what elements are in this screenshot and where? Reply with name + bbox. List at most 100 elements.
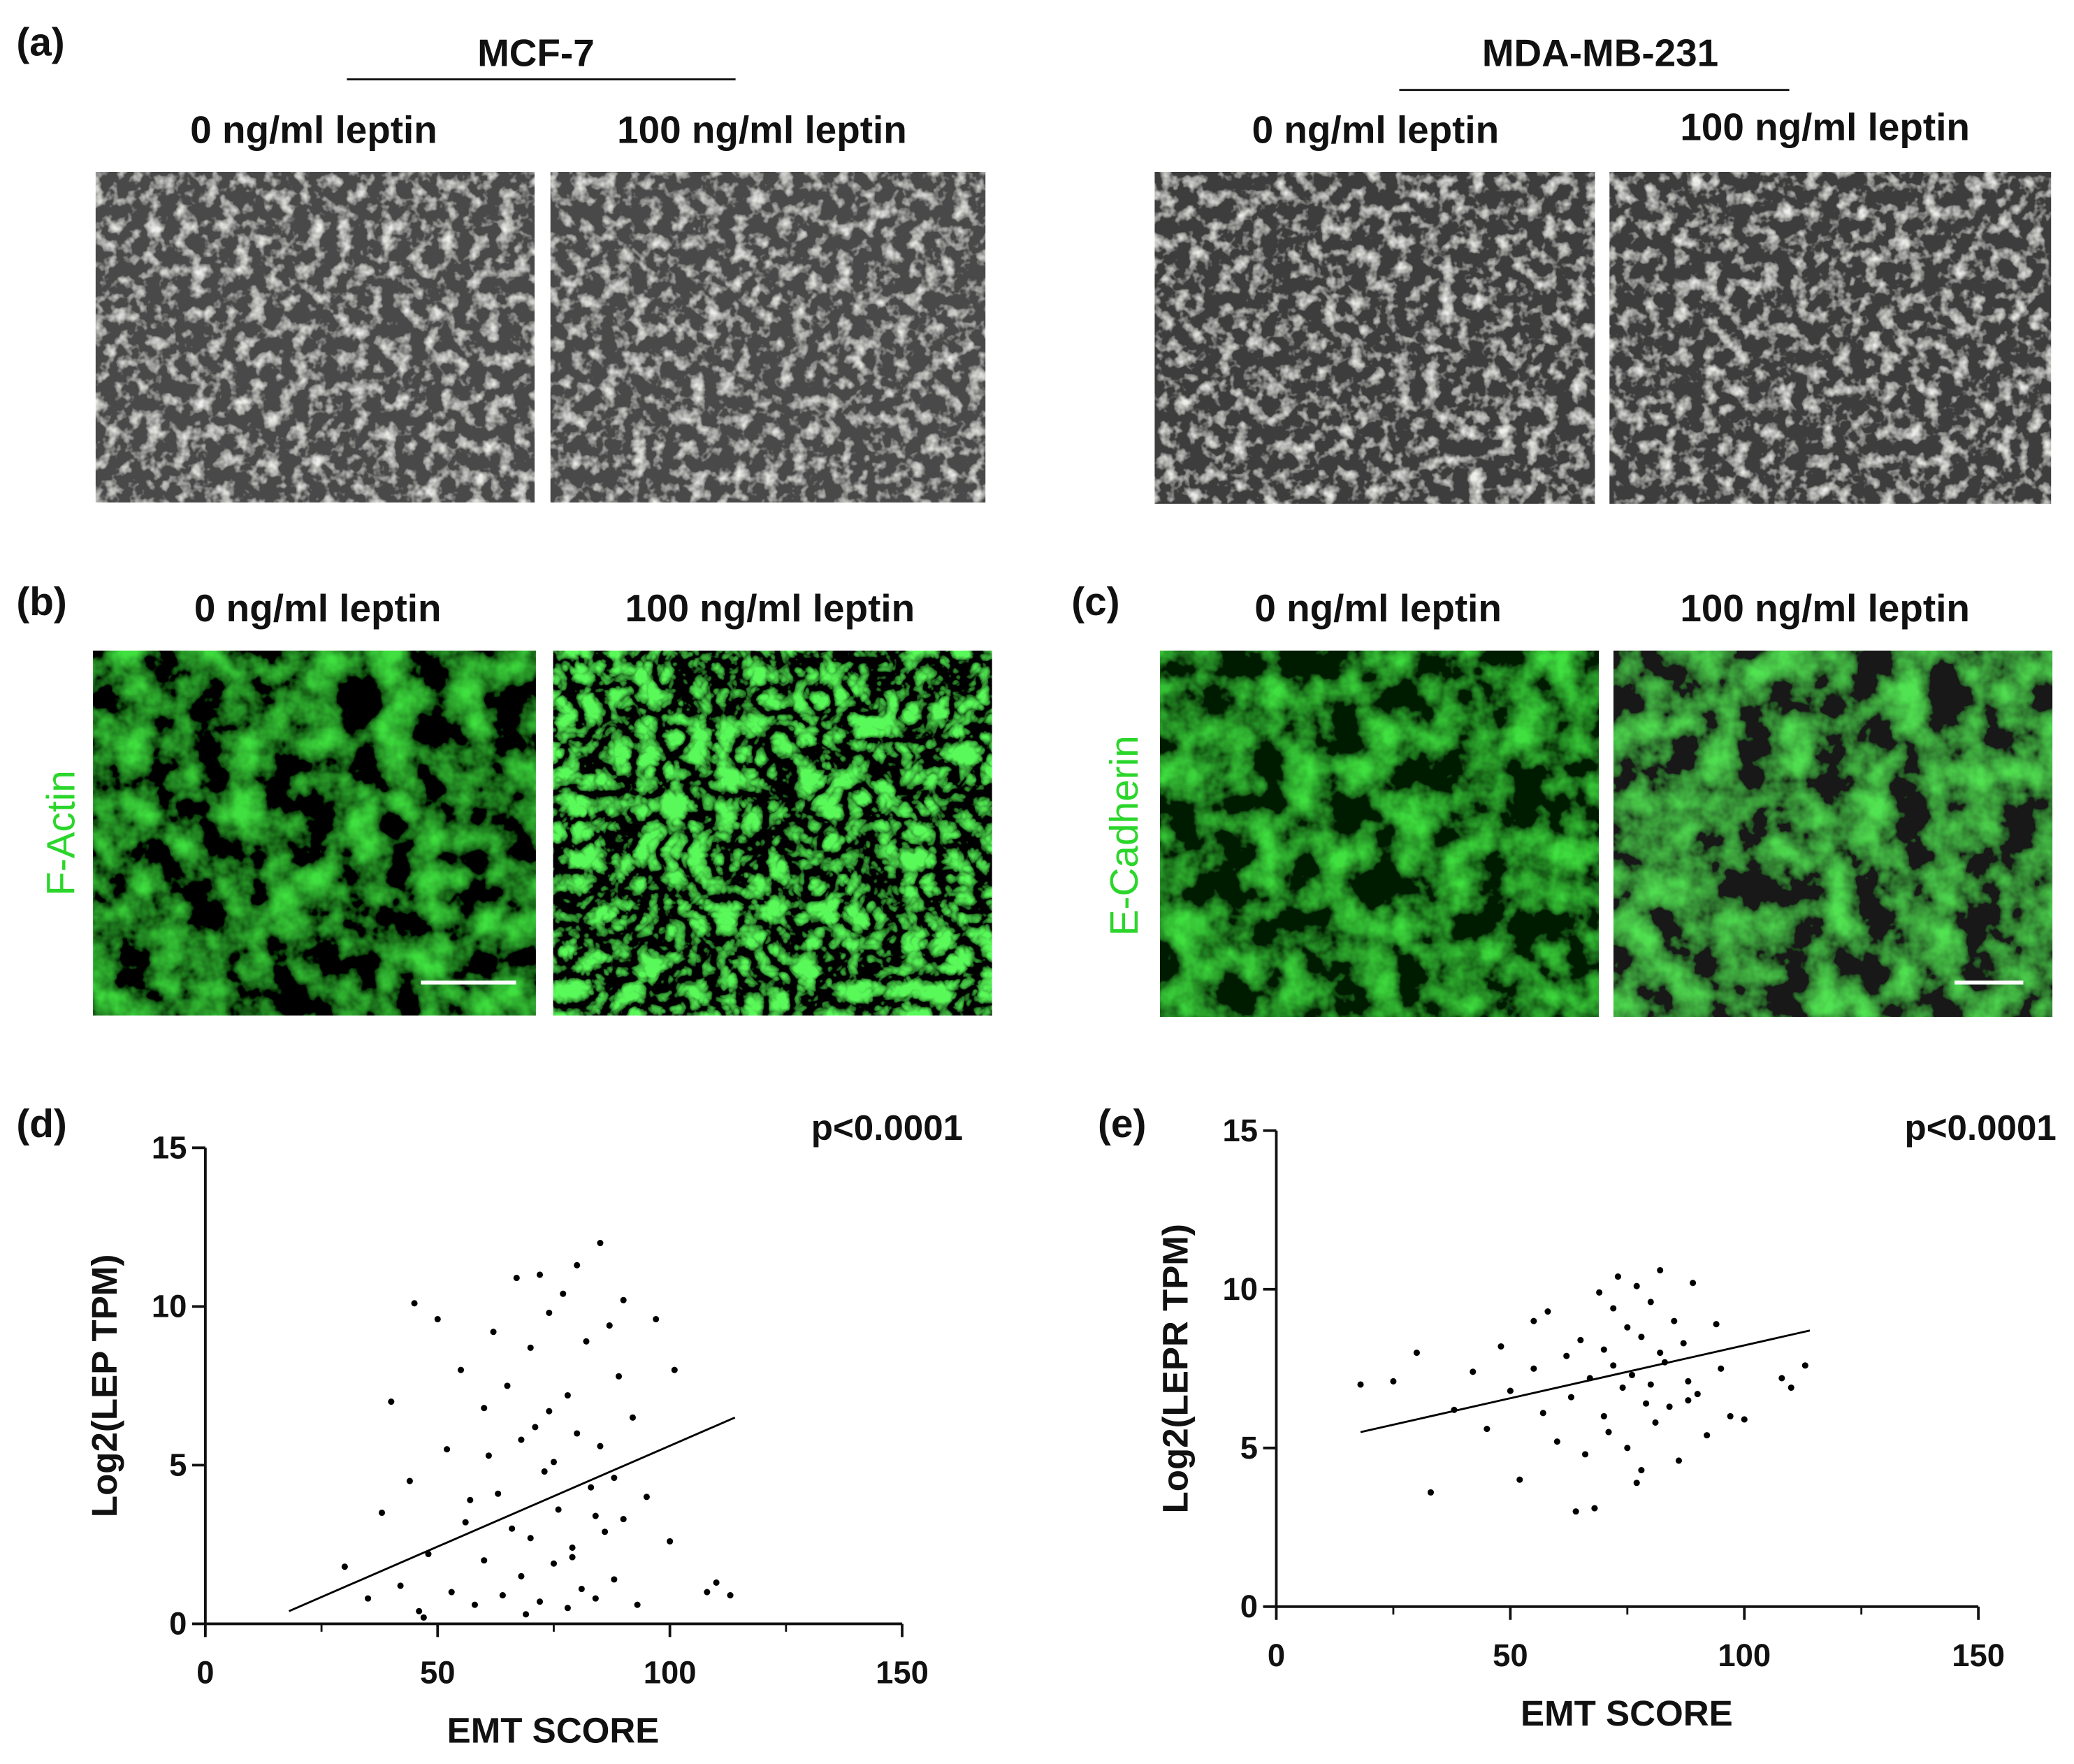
point: [527, 1344, 534, 1351]
point: [1787, 1384, 1794, 1391]
y-tick-label: 0: [1240, 1589, 1258, 1624]
stain-label: F-Actin: [40, 770, 84, 896]
point: [1657, 1266, 1664, 1274]
x-axis-title: EMT SCORE: [447, 1711, 660, 1751]
point: [1652, 1419, 1659, 1426]
point: [592, 1512, 599, 1519]
point: [536, 1271, 544, 1278]
point: [574, 1430, 581, 1437]
point: [536, 1598, 544, 1605]
stain-label: E-Cadherin: [1103, 735, 1147, 936]
point: [555, 1506, 562, 1513]
fit-line: [1360, 1329, 1811, 1433]
point: [1680, 1340, 1687, 1347]
condition-label: 0 ng/ml leptin: [1254, 586, 1502, 630]
micrograph: [95, 171, 535, 503]
point: [1572, 1508, 1579, 1515]
point: [1516, 1476, 1523, 1483]
y-tick-label: 0: [169, 1606, 187, 1642]
point: [564, 1605, 571, 1612]
point: [550, 1560, 557, 1567]
point: [1544, 1308, 1551, 1315]
point: [667, 1538, 674, 1545]
point: [1801, 1362, 1808, 1369]
fluorescence-image: [1159, 650, 1600, 1017]
condition-label: 100 ng/ml leptin: [625, 586, 915, 630]
panel-label: (b): [16, 580, 66, 624]
point: [704, 1589, 711, 1596]
point: [541, 1468, 548, 1475]
panel-label: (d): [16, 1102, 66, 1146]
point: [365, 1595, 372, 1602]
y-axis-title: Log2(LEPR TPM): [1156, 1224, 1196, 1513]
y-tick-label: 5: [1240, 1430, 1258, 1466]
point: [1727, 1412, 1734, 1419]
point: [1610, 1362, 1617, 1369]
x-tick-label: 150: [1952, 1638, 2005, 1673]
point: [1624, 1324, 1631, 1331]
x-tick-label: 100: [1718, 1638, 1771, 1673]
point: [611, 1475, 618, 1482]
fit-line: [288, 1416, 736, 1612]
condition-label: 100 ng/ml leptin: [1680, 586, 1970, 630]
point: [490, 1329, 497, 1336]
point: [481, 1557, 488, 1564]
point: [1666, 1403, 1673, 1410]
point: [1357, 1381, 1364, 1388]
point: [499, 1592, 506, 1599]
panel-label: (a): [16, 20, 64, 64]
point: [1638, 1467, 1645, 1474]
point: [388, 1398, 395, 1405]
point: [1638, 1333, 1645, 1340]
point: [518, 1573, 525, 1579]
point: [578, 1585, 585, 1593]
panel-label: (e): [1098, 1102, 1146, 1146]
point: [1628, 1371, 1636, 1378]
group-title: MCF-7: [477, 31, 595, 75]
point: [550, 1459, 557, 1466]
point: [1718, 1365, 1725, 1372]
y-tick-label: 15: [152, 1129, 187, 1165]
point: [1581, 1451, 1589, 1458]
point: [606, 1322, 613, 1329]
point: [620, 1516, 627, 1523]
point: [527, 1535, 534, 1542]
point: [1690, 1280, 1697, 1287]
point: [504, 1382, 511, 1389]
point: [653, 1315, 660, 1323]
point: [583, 1338, 590, 1345]
point: [1694, 1391, 1701, 1398]
point: [1610, 1305, 1617, 1312]
point: [1741, 1416, 1748, 1423]
annotation: p<0.0001: [1905, 1108, 2057, 1148]
point: [643, 1494, 650, 1501]
point: [518, 1436, 525, 1443]
fluorescence-image: [553, 650, 992, 1016]
y-tick-label: 10: [152, 1288, 187, 1324]
point: [574, 1261, 581, 1268]
point: [564, 1391, 571, 1399]
fluorescence-image: [93, 650, 536, 1016]
condition-label: 100 ng/ml leptin: [1680, 106, 1970, 149]
fluorescence-image: [1613, 650, 2053, 1017]
point: [1596, 1289, 1603, 1296]
point: [592, 1595, 599, 1602]
point: [1605, 1429, 1612, 1436]
x-tick-label: 50: [1493, 1638, 1528, 1673]
point: [1498, 1343, 1504, 1350]
point: [1643, 1400, 1650, 1407]
point: [448, 1589, 455, 1596]
point: [1647, 1299, 1654, 1306]
point: [411, 1300, 418, 1307]
point: [444, 1446, 451, 1453]
point: [615, 1373, 623, 1380]
point: [620, 1296, 627, 1303]
point: [1778, 1375, 1785, 1382]
point: [1614, 1273, 1621, 1280]
y-axis-title: Log2(LEP TPM): [85, 1255, 124, 1517]
point: [1567, 1394, 1574, 1401]
point: [406, 1477, 413, 1484]
micrograph: [550, 171, 986, 503]
x-tick-label: 150: [876, 1655, 929, 1691]
